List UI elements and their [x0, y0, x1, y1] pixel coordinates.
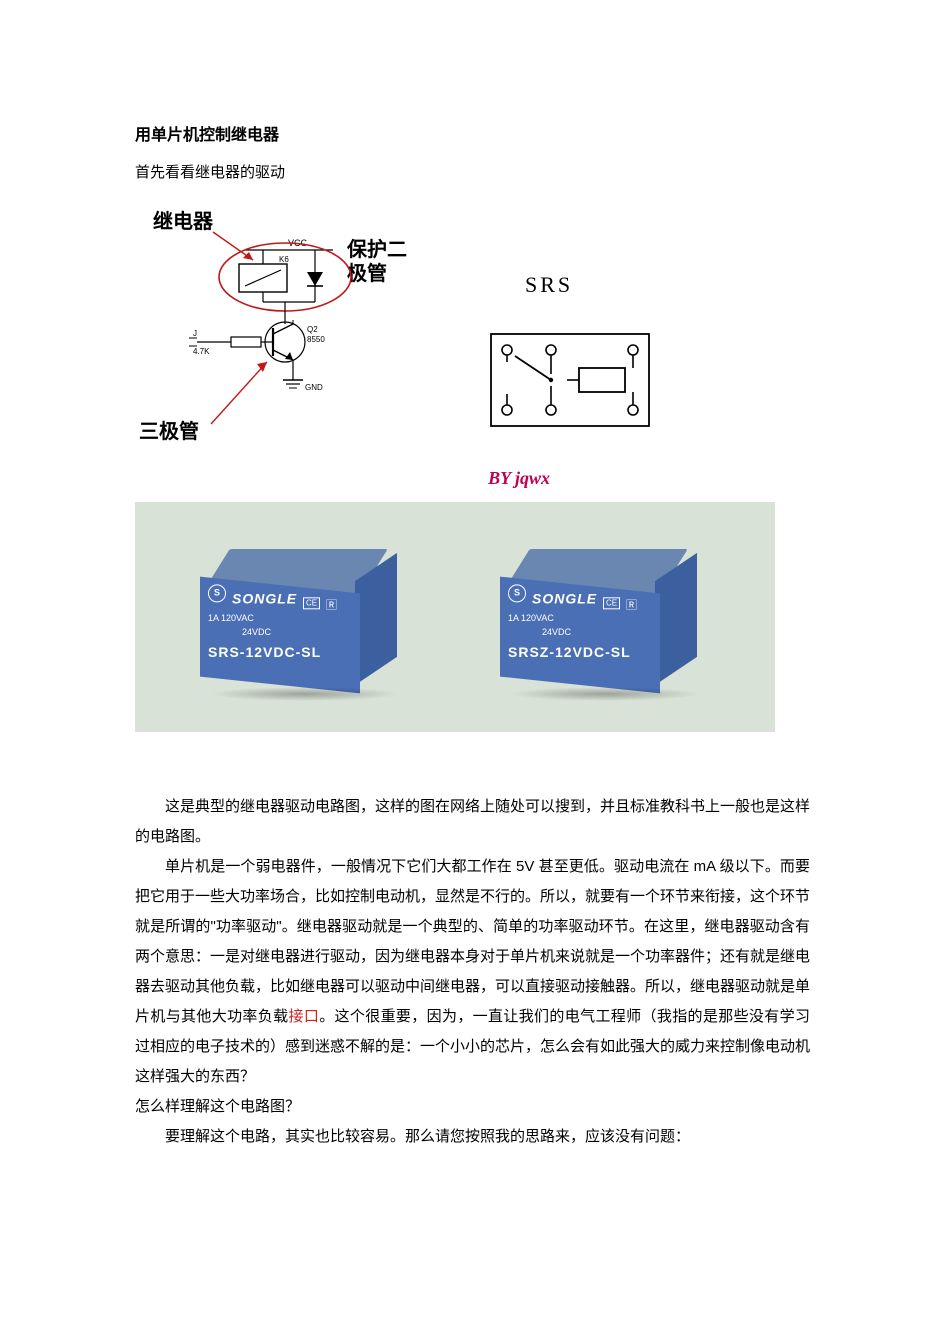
- relay-photo-right: S SONGLE CE 🅁 1A 120VAC 24VDC SRSZ-12VDC…: [490, 537, 720, 697]
- q2-label: Q2: [307, 325, 318, 334]
- relay-label: 继电器: [153, 209, 214, 233]
- j-label: J: [193, 329, 197, 338]
- brand-name: SONGLE: [232, 589, 297, 607]
- ul-icon: 🅁: [326, 598, 337, 612]
- relay-photo-left: S SONGLE CE 🅁 1A 120VAC 24VDC SRS-12VDC-…: [190, 537, 420, 697]
- paragraph-2: 单片机是一个弱电器件，一般情况下它们大都工作在 5V 甚至更低。驱动电流在 mA…: [135, 852, 810, 1092]
- diode-label-1: 保护二: [346, 237, 407, 261]
- songle-logo-icon: S: [508, 584, 526, 602]
- spec1-right: 1A 120VAC: [508, 613, 652, 625]
- k6-label: K6: [279, 255, 289, 264]
- brand-name-right: SONGLE: [532, 589, 597, 607]
- diode-label-2: 极管: [347, 261, 387, 285]
- paragraph-1: 这是典型的继电器驱动电路图，这样的图在网络上随处可以搜到，并且标准教科书上一般也…: [135, 792, 810, 852]
- spec2-left: 24VDC: [242, 627, 352, 639]
- q2-model: 8550: [307, 335, 325, 344]
- relay-photo-panel: S SONGLE CE 🅁 1A 120VAC 24VDC SRS-12VDC-…: [135, 502, 775, 732]
- p2-part-a: 单片机是一个弱电器件，一般情况下它们大都工作在 5V 甚至更低。驱动电流在 mA…: [135, 858, 810, 1025]
- cert-ce-right: CE: [603, 597, 620, 609]
- srs-pinout: SRS: [475, 262, 665, 462]
- cert-ce: CE: [303, 597, 320, 609]
- circuit-diagram: 继电器 保护二 极管 三极管 VCC K6: [135, 202, 435, 462]
- question-line: 怎么样理解这个电路图？: [135, 1092, 810, 1122]
- r-label: 4.7K: [193, 347, 210, 356]
- page-title: 用单片机控制继电器: [135, 120, 810, 152]
- paragraph-3: 要理解这个电路，其实也比较容易。那么请您按照我的思路来，应该没有问题：: [135, 1122, 810, 1152]
- model-right: SRSZ-12VDC-SL: [508, 643, 652, 661]
- model-left: SRS-12VDC-SL: [208, 643, 352, 661]
- figure-row: 继电器 保护二 极管 三极管 VCC K6: [135, 202, 810, 462]
- transistor-label: 三极管: [139, 419, 199, 443]
- songle-logo-icon: S: [208, 584, 226, 602]
- page-subtitle: 首先看看继电器的驱动: [135, 158, 810, 188]
- srs-title: SRS: [525, 272, 573, 297]
- spec2-right: 24VDC: [542, 627, 652, 639]
- gnd-label: GND: [305, 383, 323, 392]
- byline: BY jqwx: [135, 460, 810, 496]
- ul-icon-right: 🅁: [626, 598, 637, 612]
- interface-link[interactable]: 接口: [288, 1008, 319, 1025]
- spec1-left: 1A 120VAC: [208, 613, 352, 625]
